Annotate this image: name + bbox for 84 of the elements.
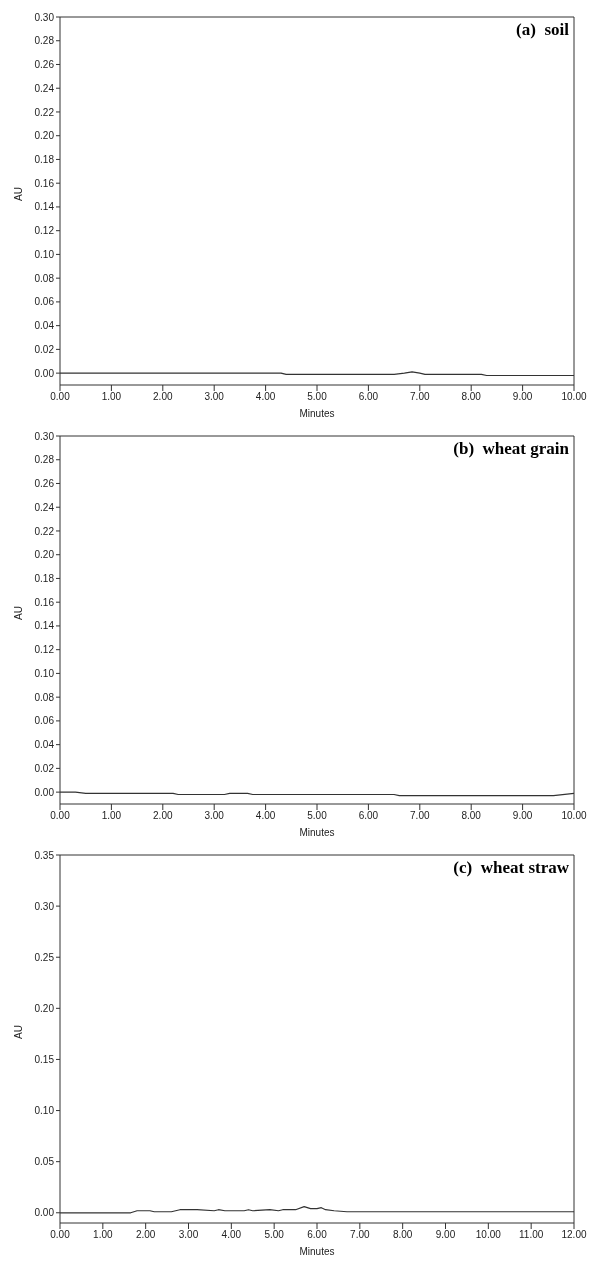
x-tick-label: 10.00 <box>475 1229 502 1241</box>
y-tick-label: 0.18 <box>34 154 55 165</box>
y-tick-label: 0.12 <box>34 225 55 237</box>
y-tick-label: 0.15 <box>34 1053 55 1065</box>
x-tick-label: 3.00 <box>204 810 225 822</box>
y-tick-label: 0.18 <box>34 573 55 584</box>
x-tick-label: 8.00 <box>392 1229 413 1241</box>
x-tick-label: 9.00 <box>435 1229 456 1241</box>
y-tick-label: 0.14 <box>34 620 55 632</box>
y-tick-label: 0.30 <box>34 900 55 912</box>
y-axis-title: AU <box>12 187 24 201</box>
x-tick-label: 5.00 <box>307 810 328 822</box>
y-tick-label: 0.00 <box>34 786 55 798</box>
y-tick-label: 0.10 <box>34 1105 55 1117</box>
y-axis-title: AU <box>12 1025 24 1039</box>
x-tick-label: 1.00 <box>93 1229 113 1241</box>
y-tick-label: 0.00 <box>34 1207 55 1219</box>
x-tick-label: 5.00 <box>307 391 328 403</box>
y-tick-label: 0.08 <box>34 272 55 284</box>
y-tick-label: 0.26 <box>34 59 55 71</box>
y-tick-label: 0.06 <box>34 296 55 308</box>
x-tick-label: 7.00 <box>410 391 430 403</box>
y-tick-label: 0.02 <box>34 343 55 355</box>
x-tick-label: 7.00 <box>410 810 430 822</box>
chart-title: (b) wheat grain <box>453 439 569 459</box>
x-axis-title: Minutes <box>299 408 335 419</box>
x-tick-label: 1.00 <box>101 810 122 822</box>
y-tick-label: 0.22 <box>34 525 55 537</box>
y-tick-label: 0.26 <box>34 478 55 490</box>
x-tick-label: 9.00 <box>512 810 533 822</box>
y-tick-label: 0.20 <box>34 1002 55 1014</box>
y-tick-label: 0.30 <box>34 430 55 442</box>
x-tick-label: 0.00 <box>50 810 71 822</box>
y-tick-label: 0.28 <box>34 35 55 47</box>
y-tick-label: 0.22 <box>34 106 55 118</box>
y-tick-label: 0.12 <box>34 644 55 656</box>
x-tick-label: 1.00 <box>101 391 122 403</box>
y-axis-title: AU <box>12 606 24 620</box>
y-tick-label: 0.04 <box>34 739 55 751</box>
x-tick-label: 10.00 <box>561 810 587 822</box>
y-tick-label: 0.30 <box>34 11 55 23</box>
y-tick-label: 0.16 <box>34 177 55 189</box>
y-tick-label: 0.04 <box>34 320 55 332</box>
x-tick-label: 2.00 <box>135 1229 156 1241</box>
chart-title: (c) wheat straw <box>453 858 569 878</box>
x-axis-title: Minutes <box>299 1246 335 1257</box>
y-tick-label: 0.10 <box>34 248 55 260</box>
x-tick-label: 8.00 <box>461 810 482 822</box>
x-tick-label: 10.00 <box>561 391 587 403</box>
x-tick-label: 9.00 <box>512 391 533 403</box>
y-tick-label: 0.05 <box>34 1156 55 1168</box>
x-tick-label: 3.00 <box>204 391 225 403</box>
x-tick-label: 6.00 <box>307 1229 328 1241</box>
x-tick-label: 0.00 <box>50 391 71 403</box>
x-axis-title: Minutes <box>299 827 335 838</box>
x-tick-label: 0.00 <box>50 1229 71 1241</box>
y-tick-label: 0.06 <box>34 715 55 727</box>
x-tick-label: 4.00 <box>255 391 276 403</box>
y-tick-label: 0.28 <box>34 454 55 466</box>
x-tick-label: 8.00 <box>461 391 482 403</box>
y-tick-label: 0.02 <box>34 762 55 774</box>
y-tick-label: 0.08 <box>34 691 55 703</box>
y-tick-label: 0.24 <box>34 82 55 94</box>
x-tick-label: 4.00 <box>255 810 276 822</box>
y-tick-label: 0.10 <box>34 667 55 679</box>
x-tick-label: 2.00 <box>153 391 173 403</box>
y-tick-label: 0.25 <box>34 951 55 963</box>
x-tick-label: 2.00 <box>153 810 173 822</box>
y-tick-label: 0.20 <box>34 130 55 142</box>
x-tick-label: 6.00 <box>358 810 379 822</box>
y-tick-label: 0.00 <box>34 367 55 379</box>
x-tick-label: 7.00 <box>350 1229 370 1241</box>
y-tick-label: 0.20 <box>34 549 55 561</box>
chart-title: (a) soil <box>516 20 569 40</box>
y-tick-label: 0.14 <box>34 201 55 213</box>
x-tick-label: 5.00 <box>264 1229 285 1241</box>
x-tick-label: 3.00 <box>178 1229 199 1241</box>
y-tick-label: 0.35 <box>34 849 55 861</box>
y-tick-label: 0.24 <box>34 501 55 513</box>
y-tick-label: 0.16 <box>34 596 55 608</box>
x-tick-label: 4.00 <box>221 1229 242 1241</box>
x-tick-label: 12.00 <box>561 1229 587 1241</box>
x-tick-label: 11.00 <box>519 1229 544 1241</box>
x-tick-label: 6.00 <box>358 391 379 403</box>
